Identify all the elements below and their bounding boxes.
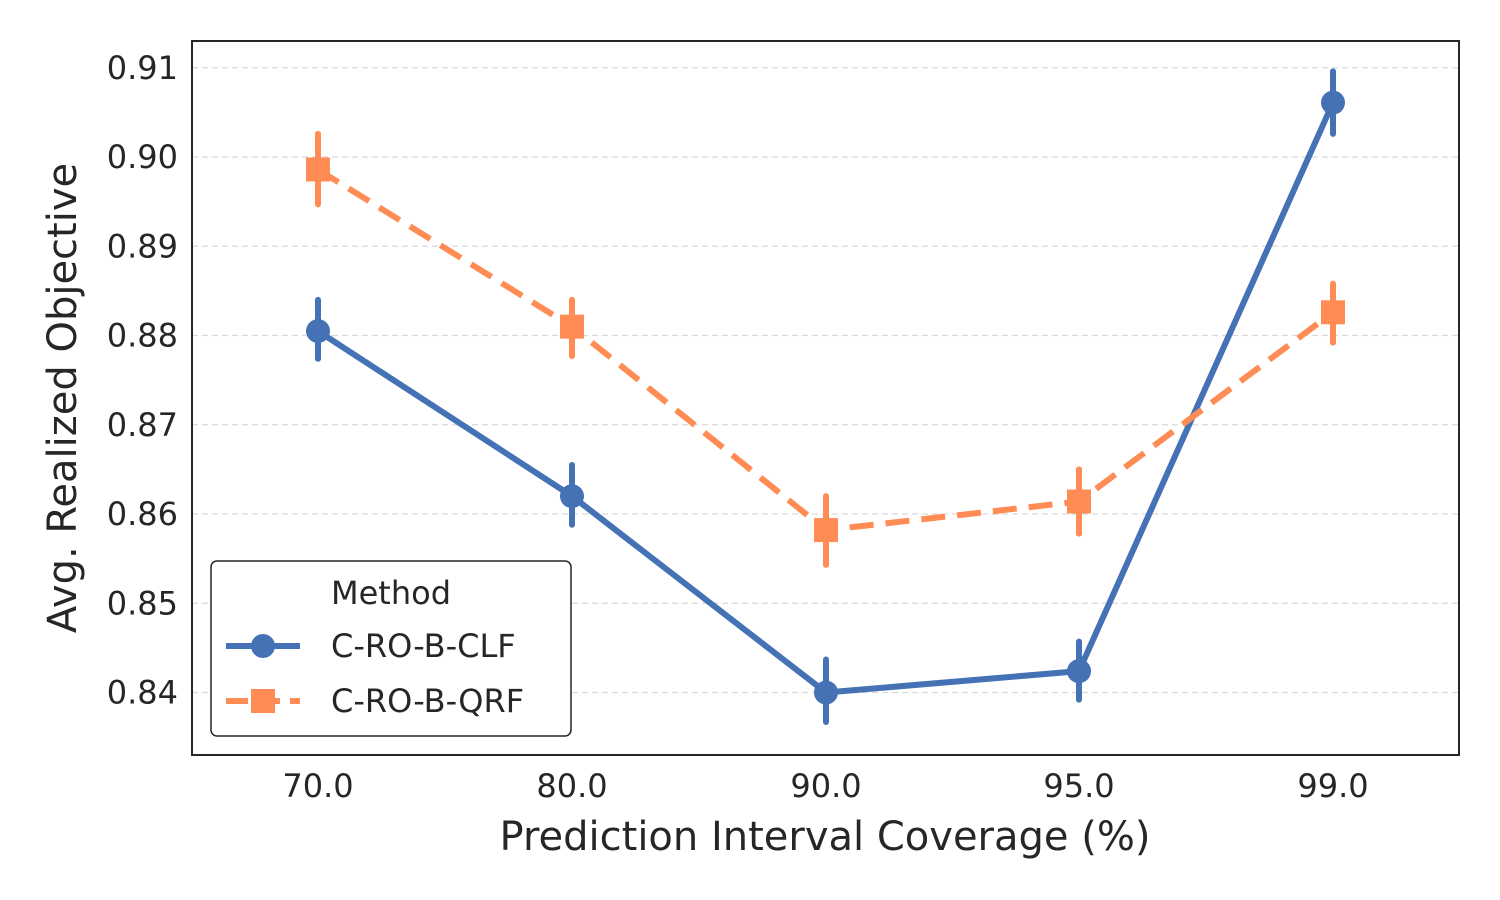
- data-point: [1067, 659, 1091, 684]
- y-tick-label: 0.84: [107, 674, 178, 712]
- legend-marker: [251, 634, 275, 658]
- y-axis: 0.84 0.85 0.86 0.87 0.88 0.89 0.90 0.91: [107, 49, 178, 712]
- y-tick-label: 0.87: [107, 406, 178, 444]
- y-tick-label: 0.89: [107, 227, 178, 265]
- series-c-ro-b-clf: [306, 68, 1345, 725]
- data-point: [814, 518, 838, 543]
- legend-label: C-RO-B-QRF: [331, 682, 524, 720]
- data-point: [560, 484, 584, 509]
- legend-entry: C-RO-B-QRF: [226, 682, 524, 720]
- data-point: [1321, 90, 1345, 115]
- x-tick-label: 95.0: [1043, 767, 1114, 805]
- y-tick-label: 0.88: [107, 317, 178, 355]
- data-point: [1067, 489, 1091, 514]
- series-c-ro-b-qrf: [306, 130, 1345, 568]
- legend-entries: C-RO-B-CLF C-RO-B-QRF: [226, 627, 524, 720]
- legend-marker: [251, 689, 275, 713]
- legend: Method C-RO-B-CLF C-RO-B-QRF: [210, 560, 572, 737]
- legend-title: Method: [331, 574, 451, 612]
- legend-box: [210, 560, 572, 737]
- data-point: [814, 680, 838, 705]
- x-axis-label: Prediction Interval Coverage (%): [500, 814, 1151, 860]
- series-layer: [306, 68, 1345, 725]
- data-point: [560, 314, 584, 339]
- plot-frame: [191, 40, 1460, 756]
- y-tick-label: 0.91: [107, 49, 178, 87]
- x-tick-label: 70.0: [282, 767, 353, 805]
- data-point: [306, 157, 330, 182]
- data-point: [306, 319, 330, 344]
- x-axis: 70.0 80.0 90.0 95.0 99.0: [282, 767, 1368, 805]
- x-tick-label: 90.0: [790, 767, 861, 805]
- x-tick-label: 99.0: [1297, 767, 1368, 805]
- y-tick-label: 0.90: [107, 138, 178, 176]
- legend-label: C-RO-B-CLF: [331, 627, 516, 665]
- legend-entry: C-RO-B-CLF: [226, 627, 516, 665]
- data-point: [1321, 300, 1345, 325]
- x-tick-label: 80.0: [536, 767, 607, 805]
- y-axis-label: Avg. Realized Objective: [40, 163, 86, 633]
- y-tick-label: 0.86: [107, 495, 178, 533]
- y-tick-label: 0.85: [107, 584, 178, 622]
